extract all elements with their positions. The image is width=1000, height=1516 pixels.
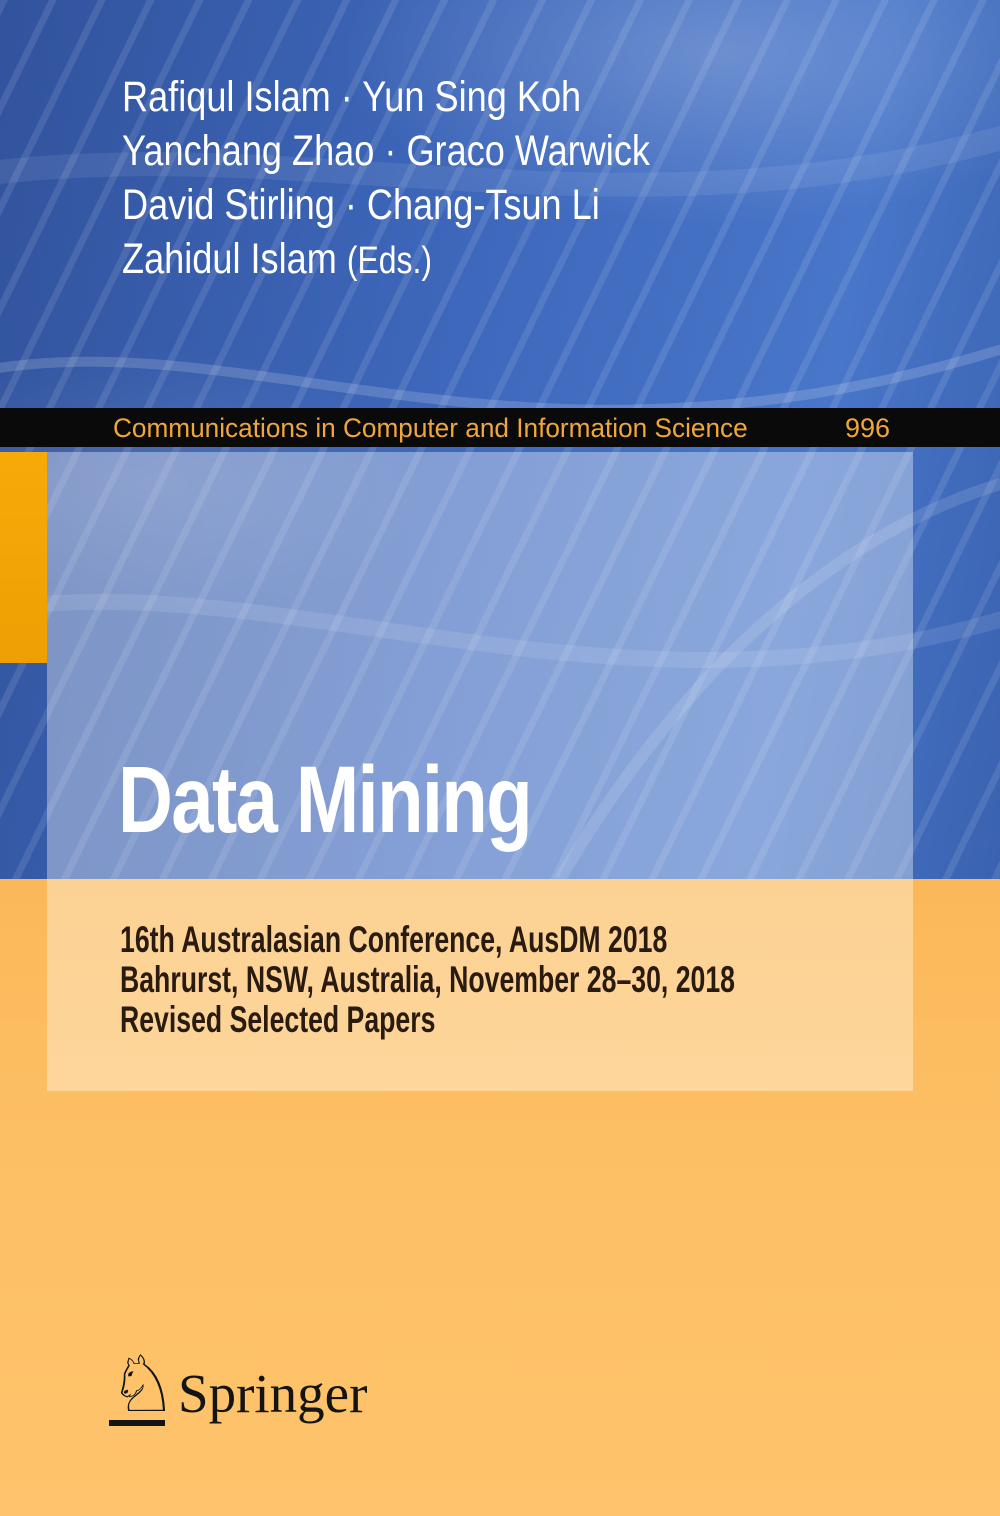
editor-name: Zahidul Islam: [122, 235, 347, 283]
subtitle-line: 16th Australasian Conference, AusDM 2018: [120, 919, 668, 960]
subtitle-line: Bahrurst, NSW, Australia, November 28–30…: [120, 959, 735, 1000]
springer-logo: ♘ Springer: [108, 1346, 448, 1446]
series-banner: Communications in Computer and Informati…: [0, 408, 1000, 447]
editors-line: David Stirling · Chang-Tsun Li: [122, 181, 600, 229]
editors-block: Rafiqul Islam · Yun Sing Koh Yanchang Zh…: [122, 70, 650, 288]
series-title: Communications in Computer and Informati…: [113, 413, 748, 443]
editors-line: Yanchang Zhao · Graco Warwick: [122, 127, 650, 175]
subtitle-block: 16th Australasian Conference, AusDM 2018…: [120, 920, 735, 1040]
springer-horse-icon: ♘: [108, 1340, 178, 1430]
springer-logo-underline: [109, 1420, 165, 1426]
orange-spine-tab: [0, 452, 47, 663]
editors-line: Rafiqul Islam · Yun Sing Koh: [122, 73, 582, 121]
editors-suffix: (Eds.): [346, 240, 432, 282]
orange-lower-background: [0, 879, 1000, 1516]
book-title: Data Mining: [118, 747, 533, 853]
editors-line: Zahidul Islam (Eds.): [122, 232, 650, 288]
translucent-cover-panel: [47, 452, 913, 1091]
series-volume-number: 996: [845, 413, 891, 443]
publisher-name: Springer: [178, 1363, 368, 1424]
background-swirl-decoration: [0, 0, 1000, 879]
subtitle-line: Revised Selected Papers: [120, 999, 436, 1040]
